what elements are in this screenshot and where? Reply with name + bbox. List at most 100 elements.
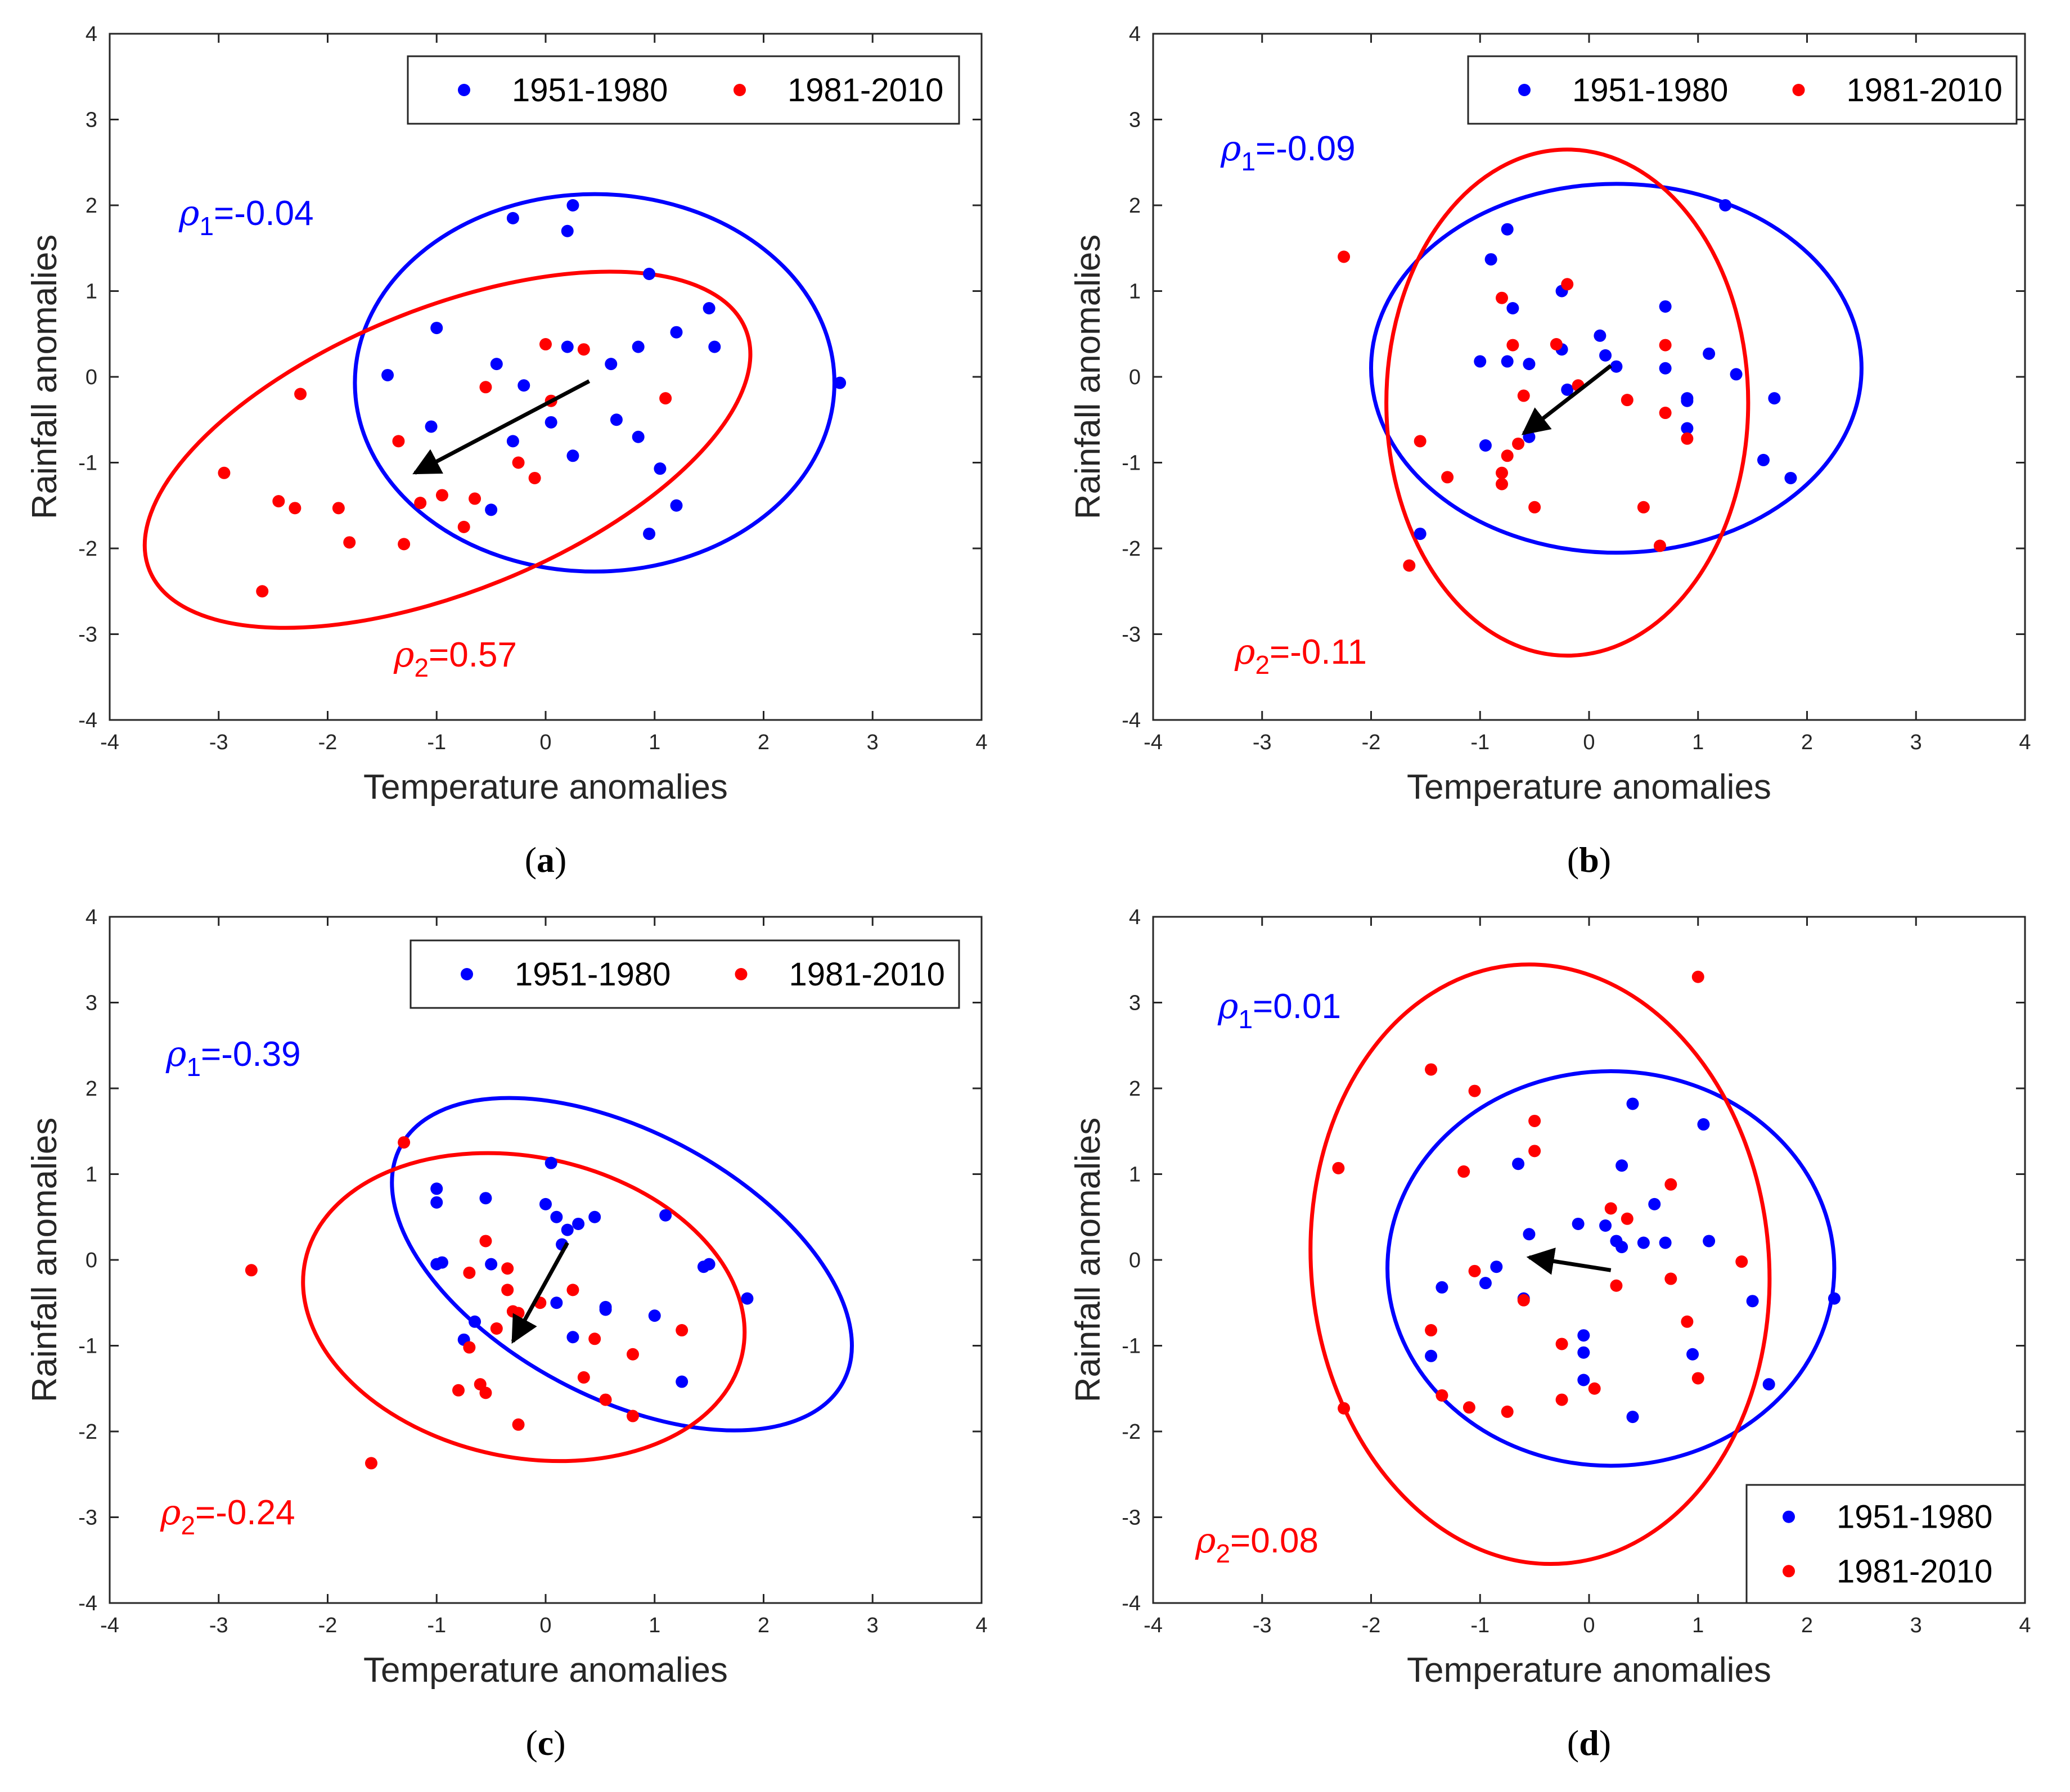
data-point-blue	[544, 1156, 557, 1169]
data-point-blue	[654, 462, 667, 475]
y-tick-label: 1	[86, 1163, 97, 1187]
data-point-red	[392, 435, 405, 448]
rho1-subscript: 1	[199, 211, 214, 241]
x-tick-label: -1	[427, 1614, 446, 1637]
data-point-red	[1436, 1389, 1448, 1402]
y-tick-label: 3	[1129, 109, 1141, 132]
y-tick-label: -4	[78, 709, 97, 732]
data-point-blue	[539, 1197, 552, 1210]
rho1-value: =-0.09	[1256, 129, 1356, 168]
data-point-blue	[1757, 453, 1770, 466]
panel-label-open: (	[1567, 840, 1579, 880]
data-point-blue	[430, 1196, 443, 1209]
rho2-subscript: 2	[414, 653, 429, 682]
y-tick-label: 4	[86, 906, 97, 929]
y-tick-label: -4	[78, 1592, 97, 1615]
data-point-red	[588, 1332, 601, 1345]
data-point-blue	[1523, 1228, 1536, 1241]
panel-label-close: )	[1599, 840, 1611, 880]
shift-arrow	[412, 379, 591, 475]
x-tick-label: 3	[1910, 1614, 1922, 1637]
data-point-red	[1604, 1202, 1617, 1215]
data-point-red	[1403, 559, 1416, 572]
data-point-red	[490, 1322, 503, 1335]
y-tick-label: -4	[1122, 709, 1141, 732]
x-tick-label: 3	[867, 1614, 879, 1637]
legend-label: 1981-2010	[1847, 72, 2002, 109]
data-point-blue	[643, 268, 656, 280]
data-point-red	[501, 1284, 514, 1296]
data-point-blue	[1697, 1118, 1710, 1131]
data-point-red	[1496, 291, 1508, 304]
data-point-blue	[1577, 1329, 1590, 1342]
data-point-blue	[676, 1375, 688, 1388]
data-point-red	[218, 466, 231, 479]
data-point-blue	[659, 1209, 672, 1222]
data-point-blue	[430, 322, 443, 335]
data-point-blue	[1659, 362, 1672, 375]
x-tick-label: -4	[1144, 1614, 1163, 1637]
data-point-blue	[1490, 1260, 1503, 1273]
rho2-subscript: 2	[1255, 650, 1270, 679]
data-point-blue	[1599, 1219, 1612, 1232]
rho1-symbol: ρ	[165, 1033, 186, 1074]
legend-label: 1981-2010	[788, 72, 943, 109]
data-point-red	[1425, 1063, 1438, 1076]
y-tick-label: -1	[1122, 1335, 1141, 1358]
y-axis-label: Rainfall anomalies	[1069, 1118, 1108, 1403]
rho2-subscript: 2	[181, 1511, 195, 1540]
x-tick-label: -4	[100, 731, 119, 754]
data-point-red	[1681, 432, 1694, 445]
panel-label: (a)	[525, 840, 567, 880]
data-point-blue	[670, 326, 683, 339]
x-tick-label: 1	[649, 1614, 660, 1637]
data-point-blue	[435, 1256, 448, 1269]
x-tick-label: 2	[1801, 731, 1813, 754]
legend: 1951-1980 1981-2010	[410, 939, 960, 1009]
x-axis-label: Temperature anomalies	[363, 768, 728, 807]
y-tick-label: 0	[1129, 366, 1141, 389]
x-tick-label: -2	[1362, 1614, 1381, 1637]
data-point-blue	[610, 413, 623, 426]
data-point-blue	[506, 435, 519, 448]
rho1-value: =-0.39	[201, 1035, 301, 1074]
rho2-symbol: ρ	[393, 634, 414, 675]
y-tick-label: 3	[86, 109, 97, 132]
y-tick-label: 0	[1129, 1249, 1141, 1272]
data-point-red	[1735, 1255, 1748, 1268]
x-tick-label: 0	[539, 1614, 551, 1637]
data-point-red	[479, 1235, 492, 1248]
rho1-annotation: ρ1=0.01	[1217, 985, 1341, 1034]
data-point-red	[272, 495, 285, 508]
x-tick-label: 0	[1583, 731, 1595, 754]
legend: 1951-1980 1981-2010	[1467, 55, 2018, 125]
y-tick-label: 2	[86, 1077, 97, 1101]
data-point-red	[365, 1457, 377, 1470]
data-point-red	[1517, 389, 1530, 402]
y-axis-label: Rainfall anomalies	[25, 235, 64, 520]
data-point-red	[512, 1307, 525, 1320]
legend-marker-blue	[458, 84, 470, 96]
y-tick-label: -2	[1122, 537, 1141, 561]
legend-marker-blue	[461, 968, 473, 980]
data-point-red	[1555, 1338, 1568, 1350]
data-layer	[1308, 962, 1840, 1566]
data-point-blue	[506, 211, 519, 224]
data-point-blue	[1616, 1159, 1628, 1172]
data-point-red	[1332, 1161, 1345, 1174]
y-tick-label: 3	[86, 992, 97, 1015]
y-tick-label: -2	[1122, 1420, 1141, 1444]
confidence-ellipse-red	[1308, 962, 1772, 1566]
data-point-blue	[1577, 1374, 1590, 1386]
data-layer	[142, 192, 847, 630]
x-tick-label: -1	[1470, 731, 1490, 754]
data-point-blue	[588, 1210, 601, 1223]
y-tick-label: -4	[1122, 1592, 1141, 1615]
x-tick-label: 2	[758, 1614, 770, 1637]
data-point-blue	[550, 1210, 563, 1223]
legend-box	[407, 55, 960, 125]
data-point-red	[1659, 407, 1672, 420]
data-point-red	[1653, 539, 1666, 552]
data-point-red	[1637, 501, 1650, 514]
data-point-blue	[1626, 1097, 1639, 1110]
